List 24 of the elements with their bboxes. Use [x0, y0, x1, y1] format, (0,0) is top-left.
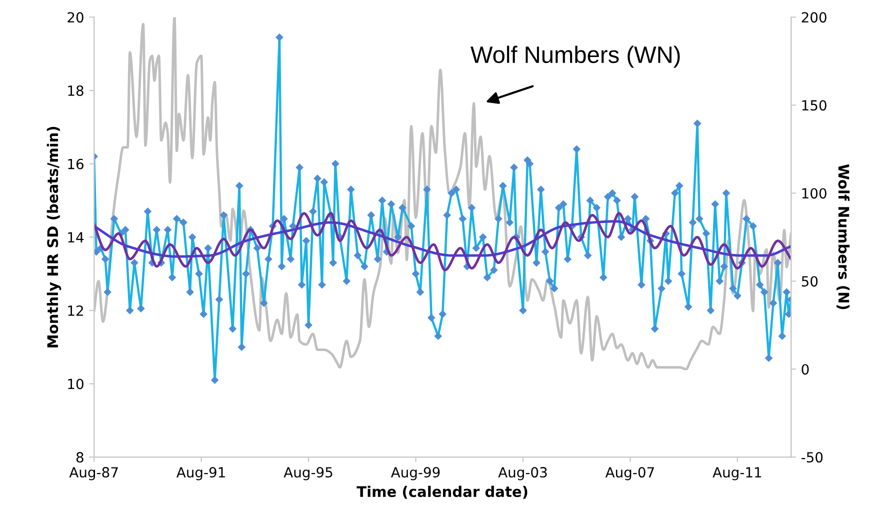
x-axis-title: Time (calendar date) — [356, 486, 528, 499]
x-tick-label: Aug-03 — [498, 467, 547, 480]
y2-tick-label: 0 — [802, 364, 809, 375]
annotation: Wolf Numbers (WN) — [470, 46, 680, 68]
y-tick-label: 12 — [68, 305, 83, 316]
x-tick-label: Aug-11 — [712, 467, 762, 480]
y2-tick-label: -50 — [802, 452, 823, 463]
y-tick-label: 16 — [68, 158, 84, 170]
x-tick-label: Aug-87 — [69, 467, 118, 480]
y2-tick-label: 50 — [802, 276, 818, 287]
y2-tick-label: 200 — [802, 12, 826, 23]
y-axis-title: Monthly HR SD (beats/min) — [46, 126, 62, 348]
x-tick-label: Aug-99 — [390, 467, 440, 480]
y-tick-label: 10 — [68, 378, 84, 390]
y-tick-label: 18 — [68, 85, 84, 96]
y-tick-label: 8 — [76, 452, 84, 463]
y2-axis-title: Wolf Numbers (N) — [836, 164, 850, 310]
y-tick-label: 20 — [68, 12, 84, 23]
x-tick-label: Aug-95 — [284, 467, 332, 480]
x-tick-label: Aug-91 — [176, 467, 225, 480]
y2-tick-label: 100 — [802, 188, 826, 199]
x-tick-label: Aug-07 — [605, 467, 654, 480]
y2-tick-label: 150 — [802, 100, 826, 111]
y-tick-label: 14 — [68, 232, 84, 242]
